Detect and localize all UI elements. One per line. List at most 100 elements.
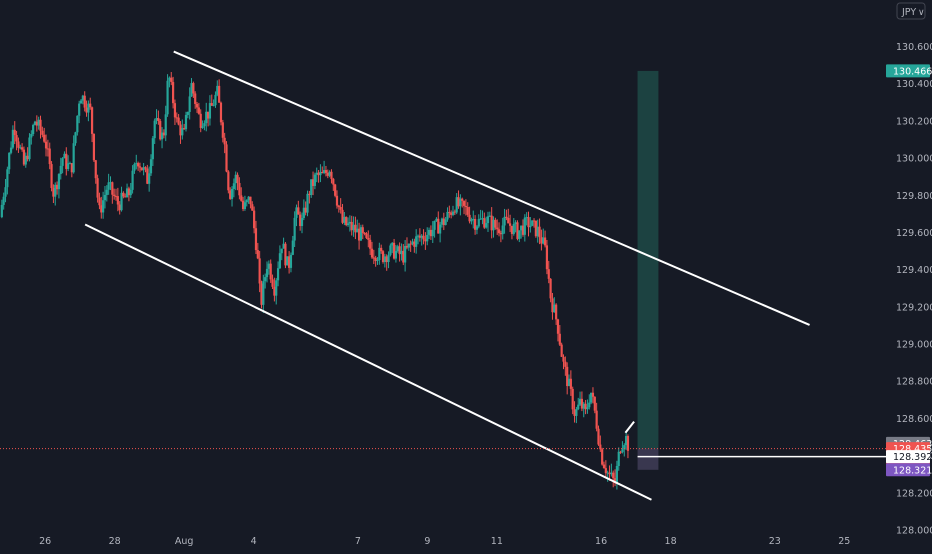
candle bbox=[324, 165, 328, 177]
candle-body bbox=[90, 107, 94, 134]
candle-body bbox=[422, 235, 425, 240]
candle bbox=[30, 130, 33, 145]
candle bbox=[32, 123, 35, 137]
candle-body bbox=[437, 218, 440, 234]
candle-body bbox=[439, 224, 442, 234]
stop-zone bbox=[637, 448, 659, 470]
candle bbox=[52, 184, 55, 204]
currency-label: JPY bbox=[901, 7, 916, 18]
candle bbox=[146, 164, 149, 185]
candle bbox=[201, 120, 204, 129]
candle bbox=[43, 127, 46, 143]
y-tick-label: 129.200 bbox=[896, 302, 932, 313]
candle bbox=[413, 238, 416, 253]
x-axis: 26 28 Aug 4 7 9 11 16 18 23 25 bbox=[39, 536, 850, 547]
candle bbox=[604, 460, 607, 479]
candle bbox=[280, 248, 283, 261]
candle-body bbox=[341, 209, 344, 223]
candle bbox=[55, 181, 59, 195]
candle bbox=[532, 218, 536, 228]
candle bbox=[586, 399, 589, 414]
candle-body bbox=[105, 189, 108, 195]
x-tick-label: 18 bbox=[665, 536, 677, 547]
candle bbox=[253, 206, 256, 234]
candle bbox=[6, 166, 9, 195]
candle bbox=[177, 114, 180, 126]
candle-body bbox=[392, 242, 396, 259]
candle-body bbox=[297, 207, 300, 215]
currency-selector[interactable]: JPY ∨ bbox=[896, 2, 926, 20]
candle-body bbox=[317, 172, 320, 176]
candle bbox=[625, 431, 628, 450]
candle bbox=[297, 200, 300, 215]
candle-body bbox=[626, 436, 630, 451]
candles bbox=[0, 72, 630, 490]
x-tick-label: 7 bbox=[355, 536, 361, 547]
candle bbox=[369, 234, 372, 255]
candle-body bbox=[435, 218, 438, 221]
candle-body bbox=[444, 219, 447, 225]
candle bbox=[392, 238, 396, 260]
candle bbox=[299, 211, 302, 231]
candle-body bbox=[584, 403, 587, 410]
candle bbox=[619, 450, 622, 454]
candle bbox=[114, 188, 118, 201]
candle-body bbox=[151, 138, 154, 160]
candle-body bbox=[96, 178, 99, 198]
candle-body bbox=[433, 220, 436, 230]
candle-body bbox=[124, 196, 127, 198]
candle-body bbox=[586, 407, 589, 410]
candle-body bbox=[516, 222, 519, 239]
candle bbox=[153, 118, 156, 144]
candle bbox=[135, 154, 138, 170]
candle-body bbox=[486, 216, 490, 224]
candle bbox=[610, 463, 613, 477]
candle-body bbox=[254, 228, 258, 251]
candle bbox=[306, 190, 309, 217]
candle-body bbox=[387, 255, 390, 263]
candle-body bbox=[612, 472, 615, 479]
candle bbox=[571, 386, 574, 415]
candle-body bbox=[328, 171, 331, 176]
candle-body bbox=[59, 165, 62, 175]
candle bbox=[140, 167, 143, 171]
candle-body bbox=[28, 137, 31, 160]
candle-body bbox=[282, 243, 285, 249]
candle bbox=[551, 292, 554, 320]
candle-body bbox=[330, 171, 333, 179]
candle-body bbox=[389, 245, 392, 256]
candle bbox=[0, 199, 3, 219]
candle-body bbox=[617, 451, 620, 467]
candle-body bbox=[492, 219, 495, 231]
candle bbox=[606, 470, 609, 482]
candle bbox=[254, 220, 258, 255]
candle bbox=[514, 220, 517, 233]
candle-body bbox=[385, 256, 388, 263]
candle bbox=[219, 101, 223, 126]
candle-body bbox=[466, 207, 469, 215]
candle bbox=[601, 447, 604, 466]
candle-body bbox=[243, 202, 247, 210]
candle-body bbox=[286, 256, 289, 266]
candle bbox=[357, 222, 361, 250]
candle bbox=[85, 100, 88, 117]
candle bbox=[308, 190, 311, 204]
candle bbox=[494, 217, 497, 230]
candle bbox=[90, 106, 94, 143]
candle-body bbox=[613, 478, 617, 484]
price-label: 128.392 bbox=[886, 450, 932, 464]
candle-body bbox=[35, 121, 38, 126]
candle-body bbox=[376, 259, 379, 261]
x-tick-label: Aug bbox=[175, 536, 194, 547]
candle bbox=[383, 253, 386, 268]
candle bbox=[538, 218, 541, 245]
candle-body bbox=[146, 168, 149, 184]
candle bbox=[415, 229, 418, 254]
candle bbox=[157, 110, 160, 125]
candle-body bbox=[424, 239, 427, 242]
candle bbox=[116, 187, 119, 212]
candle-body bbox=[462, 200, 466, 206]
price-label-bg bbox=[886, 450, 930, 464]
